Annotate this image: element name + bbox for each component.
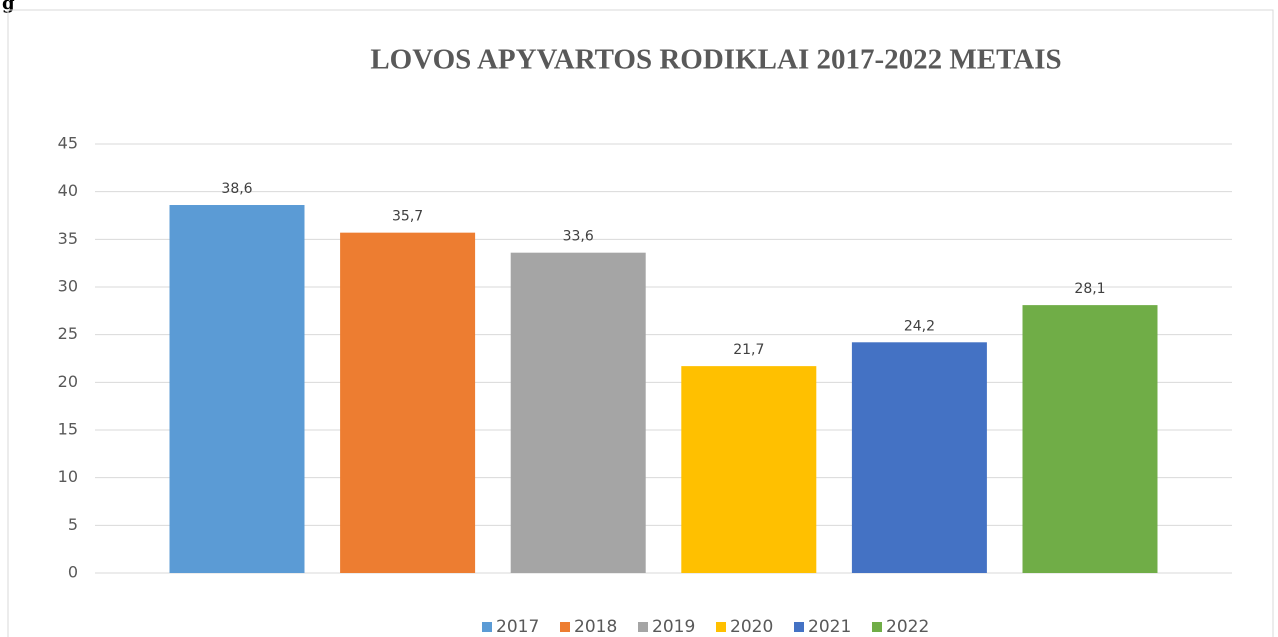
chart-title: LOVOS APYVARTOS RODIKLAI 2017-2022 METAI… — [370, 44, 1061, 76]
y-tick-label: 40 — [58, 181, 78, 200]
bar — [510, 252, 646, 573]
legend-label: 2021 — [808, 617, 851, 637]
legend-swatch — [638, 622, 648, 632]
y-tick-label: 10 — [58, 467, 78, 486]
value-label: 38,6 — [221, 181, 252, 197]
value-label: 28,1 — [1074, 281, 1105, 297]
value-label: 35,7 — [392, 209, 423, 225]
y-tick-label: 5 — [68, 515, 78, 534]
bar — [851, 342, 987, 573]
y-tick-label: 25 — [58, 324, 78, 343]
legend-swatch — [872, 622, 882, 632]
y-tick-label: 0 — [68, 563, 78, 582]
legend-swatch — [716, 622, 726, 632]
legend-swatch — [794, 622, 804, 632]
legend-label: 2022 — [886, 617, 929, 637]
value-label: 24,2 — [904, 318, 935, 334]
y-tick-label: 20 — [58, 372, 78, 391]
legend-label: 2019 — [652, 617, 695, 637]
bar — [1022, 305, 1158, 573]
y-tick-label: 35 — [58, 229, 78, 248]
legend-label: 2017 — [496, 617, 539, 637]
legend-swatch — [560, 622, 570, 632]
chart-border — [7, 9, 1274, 637]
value-label: 21,7 — [733, 342, 764, 358]
y-tick-label: 30 — [58, 277, 78, 296]
value-label: 33,6 — [563, 229, 594, 245]
y-tick-label: 15 — [58, 420, 78, 439]
legend-swatch — [482, 622, 492, 632]
bar — [681, 366, 817, 573]
legend-label: 2018 — [574, 617, 617, 637]
legend-label: 2020 — [730, 617, 773, 637]
y-tick-label: 45 — [58, 134, 78, 153]
bar — [169, 205, 305, 573]
bar — [340, 232, 476, 573]
